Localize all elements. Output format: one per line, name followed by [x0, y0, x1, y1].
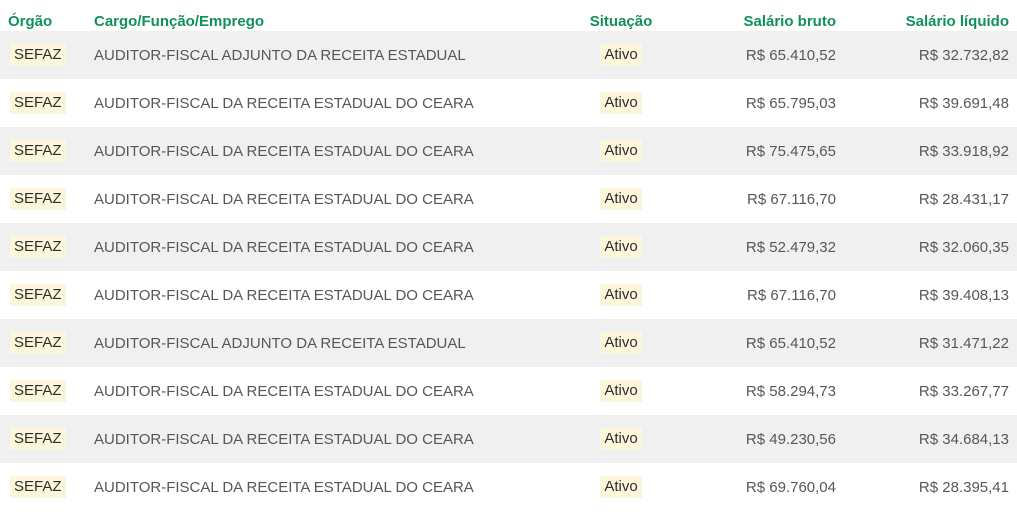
cell-situacao: Ativo: [580, 415, 662, 463]
cell-salario_liquido: R$ 39.691,48: [918, 94, 1009, 112]
search-highlight: Ativo: [600, 284, 642, 306]
cell-salario_bruto: R$ 65.410,52: [662, 31, 840, 79]
cell-orgao: SEFAZ: [0, 415, 88, 463]
search-highlight: Ativo: [600, 92, 642, 114]
cell-situacao: Ativo: [580, 127, 662, 175]
table-row[interactable]: SEFAZ AUDITOR-FISCAL DA RECEITA ESTADUAL …: [0, 175, 1017, 223]
cell-cargo: AUDITOR-FISCAL DA RECEITA ESTADUAL DO CE…: [88, 223, 580, 271]
search-highlight: Ativo: [600, 236, 642, 258]
cell-salario_liquido: R$ 32.732,82: [840, 31, 1017, 79]
cell-cargo: AUDITOR-FISCAL DA RECEITA ESTADUAL DO CE…: [94, 286, 474, 304]
cell-situacao: Ativo: [580, 463, 662, 511]
search-highlight: SEFAZ: [10, 284, 66, 306]
cell-situacao: Ativo: [580, 367, 662, 415]
search-highlight: SEFAZ: [10, 44, 66, 66]
cell-cargo: AUDITOR-FISCAL ADJUNTO DA RECEITA ESTADU…: [88, 31, 580, 79]
table-row[interactable]: SEFAZ AUDITOR-FISCAL DA RECEITA ESTADUAL …: [0, 463, 1017, 511]
search-highlight: Ativo: [600, 140, 642, 162]
table-row[interactable]: SEFAZ AUDITOR-FISCAL DA RECEITA ESTADUAL …: [0, 367, 1017, 415]
table-row[interactable]: SEFAZ AUDITOR-FISCAL ADJUNTO DA RECEITA E…: [0, 319, 1017, 367]
search-highlight: SEFAZ: [10, 188, 66, 210]
search-highlight: Ativo: [600, 428, 642, 450]
search-highlight: Ativo: [600, 380, 642, 402]
cell-salario_liquido: R$ 28.431,17: [918, 190, 1009, 208]
search-highlight: Ativo: [600, 332, 642, 354]
table-row[interactable]: SEFAZ AUDITOR-FISCAL DA RECEITA ESTADUAL …: [0, 79, 1017, 127]
cell-salario_bruto: R$ 67.116,70: [747, 286, 836, 304]
search-highlight: SEFAZ: [10, 476, 66, 498]
search-highlight: SEFAZ: [10, 92, 66, 114]
cell-orgao: SEFAZ: [0, 319, 88, 367]
cell-salario_bruto: R$ 65.795,03: [745, 94, 836, 112]
cell-situacao: Ativo: [580, 223, 662, 271]
cell-salario_bruto: R$ 49.230,56: [662, 415, 840, 463]
table-row[interactable]: SEFAZ AUDITOR-FISCAL ADJUNTO DA RECEITA E…: [0, 31, 1017, 79]
cell-salario_liquido: R$ 33.267,77: [918, 382, 1009, 400]
cell-situacao: Ativo: [580, 271, 662, 319]
cell-orgao: SEFAZ: [0, 367, 88, 415]
cell-orgao: SEFAZ: [0, 31, 88, 79]
salary-table: Órgão Cargo/Função/Emprego Situação Salá…: [0, 0, 1017, 511]
cell-salario_liquido: R$ 32.060,35: [840, 223, 1017, 271]
search-highlight: SEFAZ: [10, 140, 66, 162]
column-header-cargo[interactable]: Cargo/Função/Emprego: [88, 0, 580, 31]
cell-salario_bruto: R$ 58.294,73: [745, 382, 836, 400]
cell-cargo: AUDITOR-FISCAL DA RECEITA ESTADUAL DO CE…: [88, 415, 580, 463]
cell-salario_bruto: R$ 67.116,70: [747, 190, 836, 208]
cell-salario_liquido: R$ 34.684,13: [840, 415, 1017, 463]
cell-cargo: AUDITOR-FISCAL ADJUNTO DA RECEITA ESTADU…: [88, 319, 580, 367]
header-row: Órgão Cargo/Função/Emprego Situação Salá…: [0, 0, 1017, 31]
cell-situacao: Ativo: [580, 319, 662, 367]
cell-orgao: SEFAZ: [0, 463, 88, 511]
table-row[interactable]: SEFAZ AUDITOR-FISCAL DA RECEITA ESTADUAL …: [0, 127, 1017, 175]
cell-cargo: AUDITOR-FISCAL DA RECEITA ESTADUAL DO CE…: [94, 478, 474, 496]
cell-salario_bruto: R$ 52.479,32: [662, 223, 840, 271]
cell-orgao: SEFAZ: [0, 79, 88, 127]
cell-situacao: Ativo: [580, 79, 662, 127]
column-header-salario-bruto[interactable]: Salário bruto: [662, 0, 840, 31]
cell-salario_liquido: R$ 33.918,92: [840, 127, 1017, 175]
column-header-orgao[interactable]: Órgão: [0, 0, 88, 31]
column-header-situacao[interactable]: Situação: [580, 0, 662, 31]
cell-cargo: AUDITOR-FISCAL DA RECEITA ESTADUAL DO CE…: [94, 382, 474, 400]
search-highlight: Ativo: [600, 188, 642, 210]
search-highlight: Ativo: [600, 476, 642, 498]
cell-salario_liquido: R$ 31.471,22: [840, 319, 1017, 367]
search-highlight: SEFAZ: [10, 236, 66, 258]
table-row[interactable]: SEFAZ AUDITOR-FISCAL DA RECEITA ESTADUAL …: [0, 223, 1017, 271]
cell-salario_bruto: R$ 65.410,52: [662, 319, 840, 367]
cell-salario_liquido: R$ 28.395,41: [918, 478, 1009, 496]
search-highlight: Ativo: [600, 44, 642, 66]
salary-table-header: Órgão Cargo/Função/Emprego Situação Salá…: [0, 0, 1017, 31]
table-row[interactable]: SEFAZ AUDITOR-FISCAL DA RECEITA ESTADUAL …: [0, 271, 1017, 319]
cell-situacao: Ativo: [580, 31, 662, 79]
cell-orgao: SEFAZ: [0, 223, 88, 271]
search-highlight: SEFAZ: [10, 332, 66, 354]
cell-cargo: AUDITOR-FISCAL DA RECEITA ESTADUAL DO CE…: [88, 127, 580, 175]
cell-cargo: AUDITOR-FISCAL DA RECEITA ESTADUAL DO CE…: [94, 190, 474, 208]
salary-table-body: SEFAZ AUDITOR-FISCAL ADJUNTO DA RECEITA E…: [0, 31, 1017, 511]
cell-salario_liquido: R$ 39.408,13: [918, 286, 1009, 304]
column-header-salario-liquido[interactable]: Salário líquido: [840, 0, 1017, 31]
table-row[interactable]: SEFAZ AUDITOR-FISCAL DA RECEITA ESTADUAL …: [0, 415, 1017, 463]
cell-orgao: SEFAZ: [0, 271, 88, 319]
cell-cargo: AUDITOR-FISCAL DA RECEITA ESTADUAL DO CE…: [94, 94, 474, 112]
cell-orgao: SEFAZ: [0, 175, 88, 223]
search-highlight: SEFAZ: [10, 428, 66, 450]
cell-orgao: SEFAZ: [0, 127, 88, 175]
cell-salario_bruto: R$ 69.760,04: [745, 478, 836, 496]
search-highlight: SEFAZ: [10, 380, 66, 402]
cell-situacao: Ativo: [580, 175, 662, 223]
cell-salario_bruto: R$ 75.475,65: [662, 127, 840, 175]
